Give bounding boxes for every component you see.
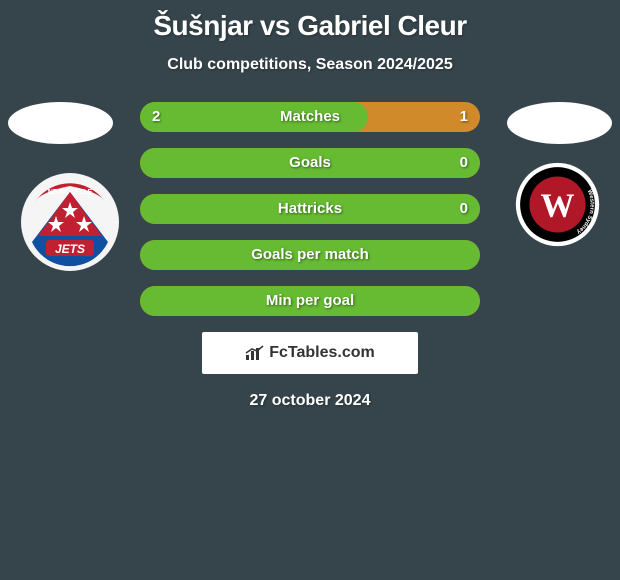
stat-bar-hattricks: Hattricks0: [140, 194, 480, 224]
svg-text:JETS: JETS: [55, 242, 85, 256]
stat-label: Matches: [140, 102, 480, 132]
stat-label: Goals: [140, 148, 480, 178]
stat-value-right: 0: [460, 148, 468, 178]
stat-label: Min per goal: [140, 286, 480, 316]
brand-label: FcTables.com: [245, 344, 375, 362]
stat-value-left: 2: [152, 102, 160, 132]
club-badge-right: W Western Sydney: [515, 162, 600, 247]
brand-box: FcTables.com: [202, 332, 418, 374]
stat-value-right: 1: [460, 102, 468, 132]
subtitle: Club competitions, Season 2024/2025: [0, 56, 620, 74]
jets-badge-icon: NEWCASTLE JETS: [20, 172, 120, 272]
wanderers-badge-icon: W Western Sydney: [515, 162, 600, 247]
player-oval-left: [8, 102, 113, 144]
club-badge-left: NEWCASTLE JETS: [20, 172, 120, 272]
stat-bar-goals: Goals0: [140, 148, 480, 178]
brand-text: FcTables.com: [269, 344, 375, 362]
player-oval-right: [507, 102, 612, 144]
page-title: Šušnjar vs Gabriel Cleur: [0, 0, 620, 42]
stat-value-right: 0: [460, 194, 468, 224]
stat-label: Goals per match: [140, 240, 480, 270]
stat-bars: Matches21Goals0Hattricks0Goals per match…: [140, 102, 480, 316]
chart-icon: [245, 345, 265, 361]
stat-bar-goals-per-match: Goals per match: [140, 240, 480, 270]
stat-label: Hattricks: [140, 194, 480, 224]
date-label: 27 october 2024: [0, 392, 620, 410]
svg-text:W: W: [541, 187, 575, 224]
comparison-area: NEWCASTLE JETS W Western Sydney Matches2…: [0, 102, 620, 316]
stat-bar-min-per-goal: Min per goal: [140, 286, 480, 316]
stat-bar-matches: Matches2 1: [140, 102, 480, 132]
